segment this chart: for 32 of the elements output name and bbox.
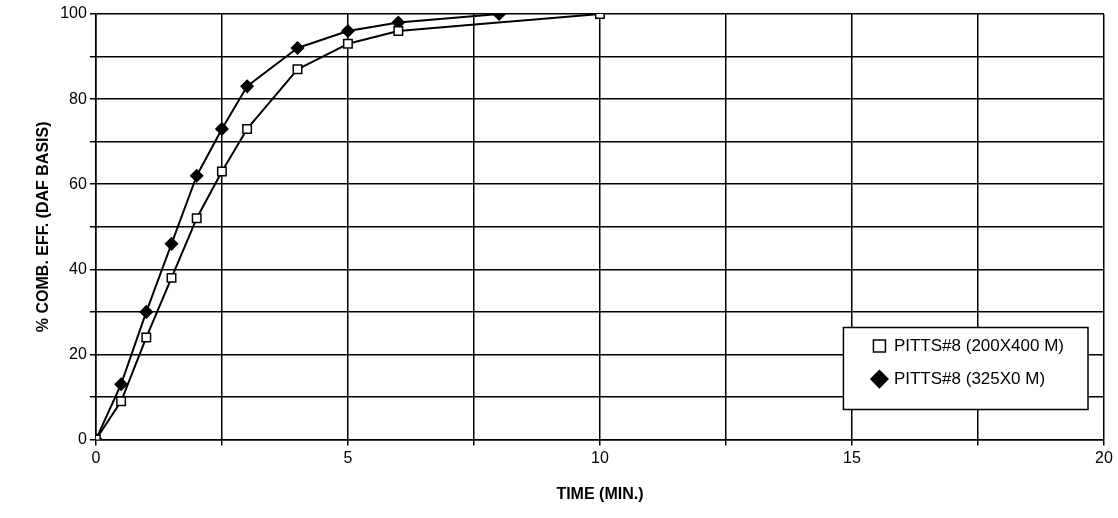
point [216, 166, 227, 177]
y-tick-label: 100 [60, 4, 87, 22]
y-axis-title: % COMB. EFF. (DAF BASIS) [34, 121, 52, 333]
y-tick-label: 20 [69, 344, 87, 362]
x-axis-title: TIME (MIN.) [556, 484, 644, 502]
point [164, 237, 179, 251]
point [215, 122, 229, 136]
point [240, 79, 254, 94]
point [139, 305, 154, 319]
x-tick-label: 0 [91, 448, 101, 466]
x-tick-label: 10 [591, 448, 609, 466]
y-tick-label: 60 [69, 174, 87, 192]
legend-label: PITTS#8 (325X0 M) [893, 368, 1046, 388]
point [191, 213, 202, 224]
point [116, 396, 127, 407]
point [166, 272, 177, 283]
y-tick-label: 0 [77, 430, 87, 448]
x-tick-label: 20 [1095, 448, 1113, 466]
point [341, 24, 355, 38]
point [114, 377, 128, 392]
point [141, 332, 152, 343]
y-tick-label: 40 [69, 259, 87, 277]
legend-label: PITTS#8 (200X400 M) [893, 335, 1064, 355]
point [290, 41, 305, 55]
point [393, 26, 404, 37]
x-tick-label: 5 [343, 448, 353, 466]
point [342, 38, 353, 49]
point [189, 168, 204, 183]
point [292, 64, 303, 75]
x-tick-label: 15 [843, 448, 861, 466]
point [242, 123, 253, 134]
y-tick-label: 80 [69, 89, 87, 107]
